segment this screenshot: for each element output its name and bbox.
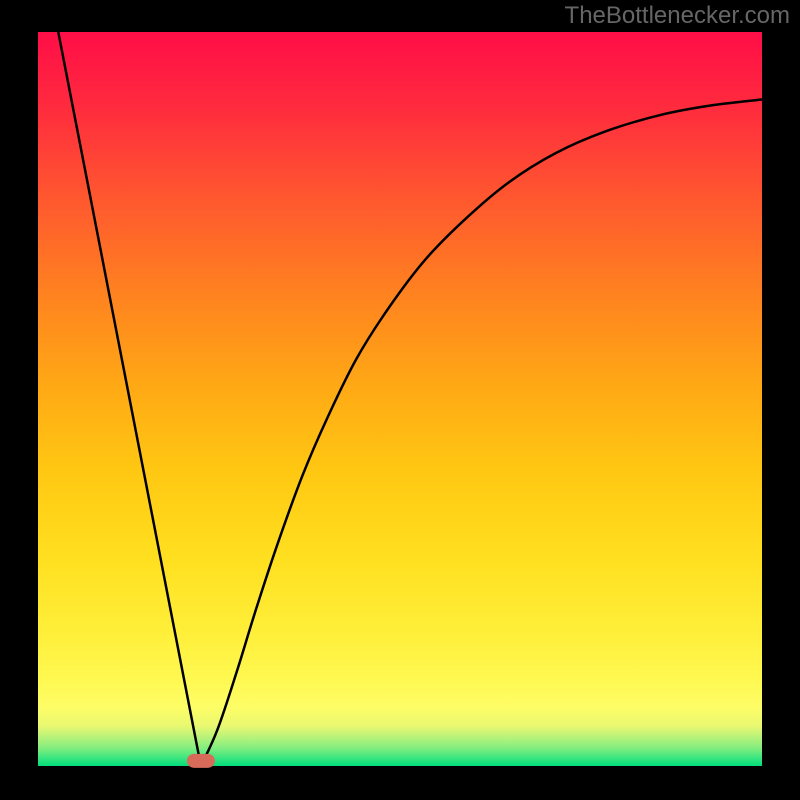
- optimal-marker: [187, 754, 215, 768]
- bottleneck-chart: [0, 0, 800, 800]
- watermark-text: TheBottlenecker.com: [565, 2, 790, 30]
- chart-container: TheBottlenecker.com: [0, 0, 800, 800]
- plot-background: [38, 32, 762, 766]
